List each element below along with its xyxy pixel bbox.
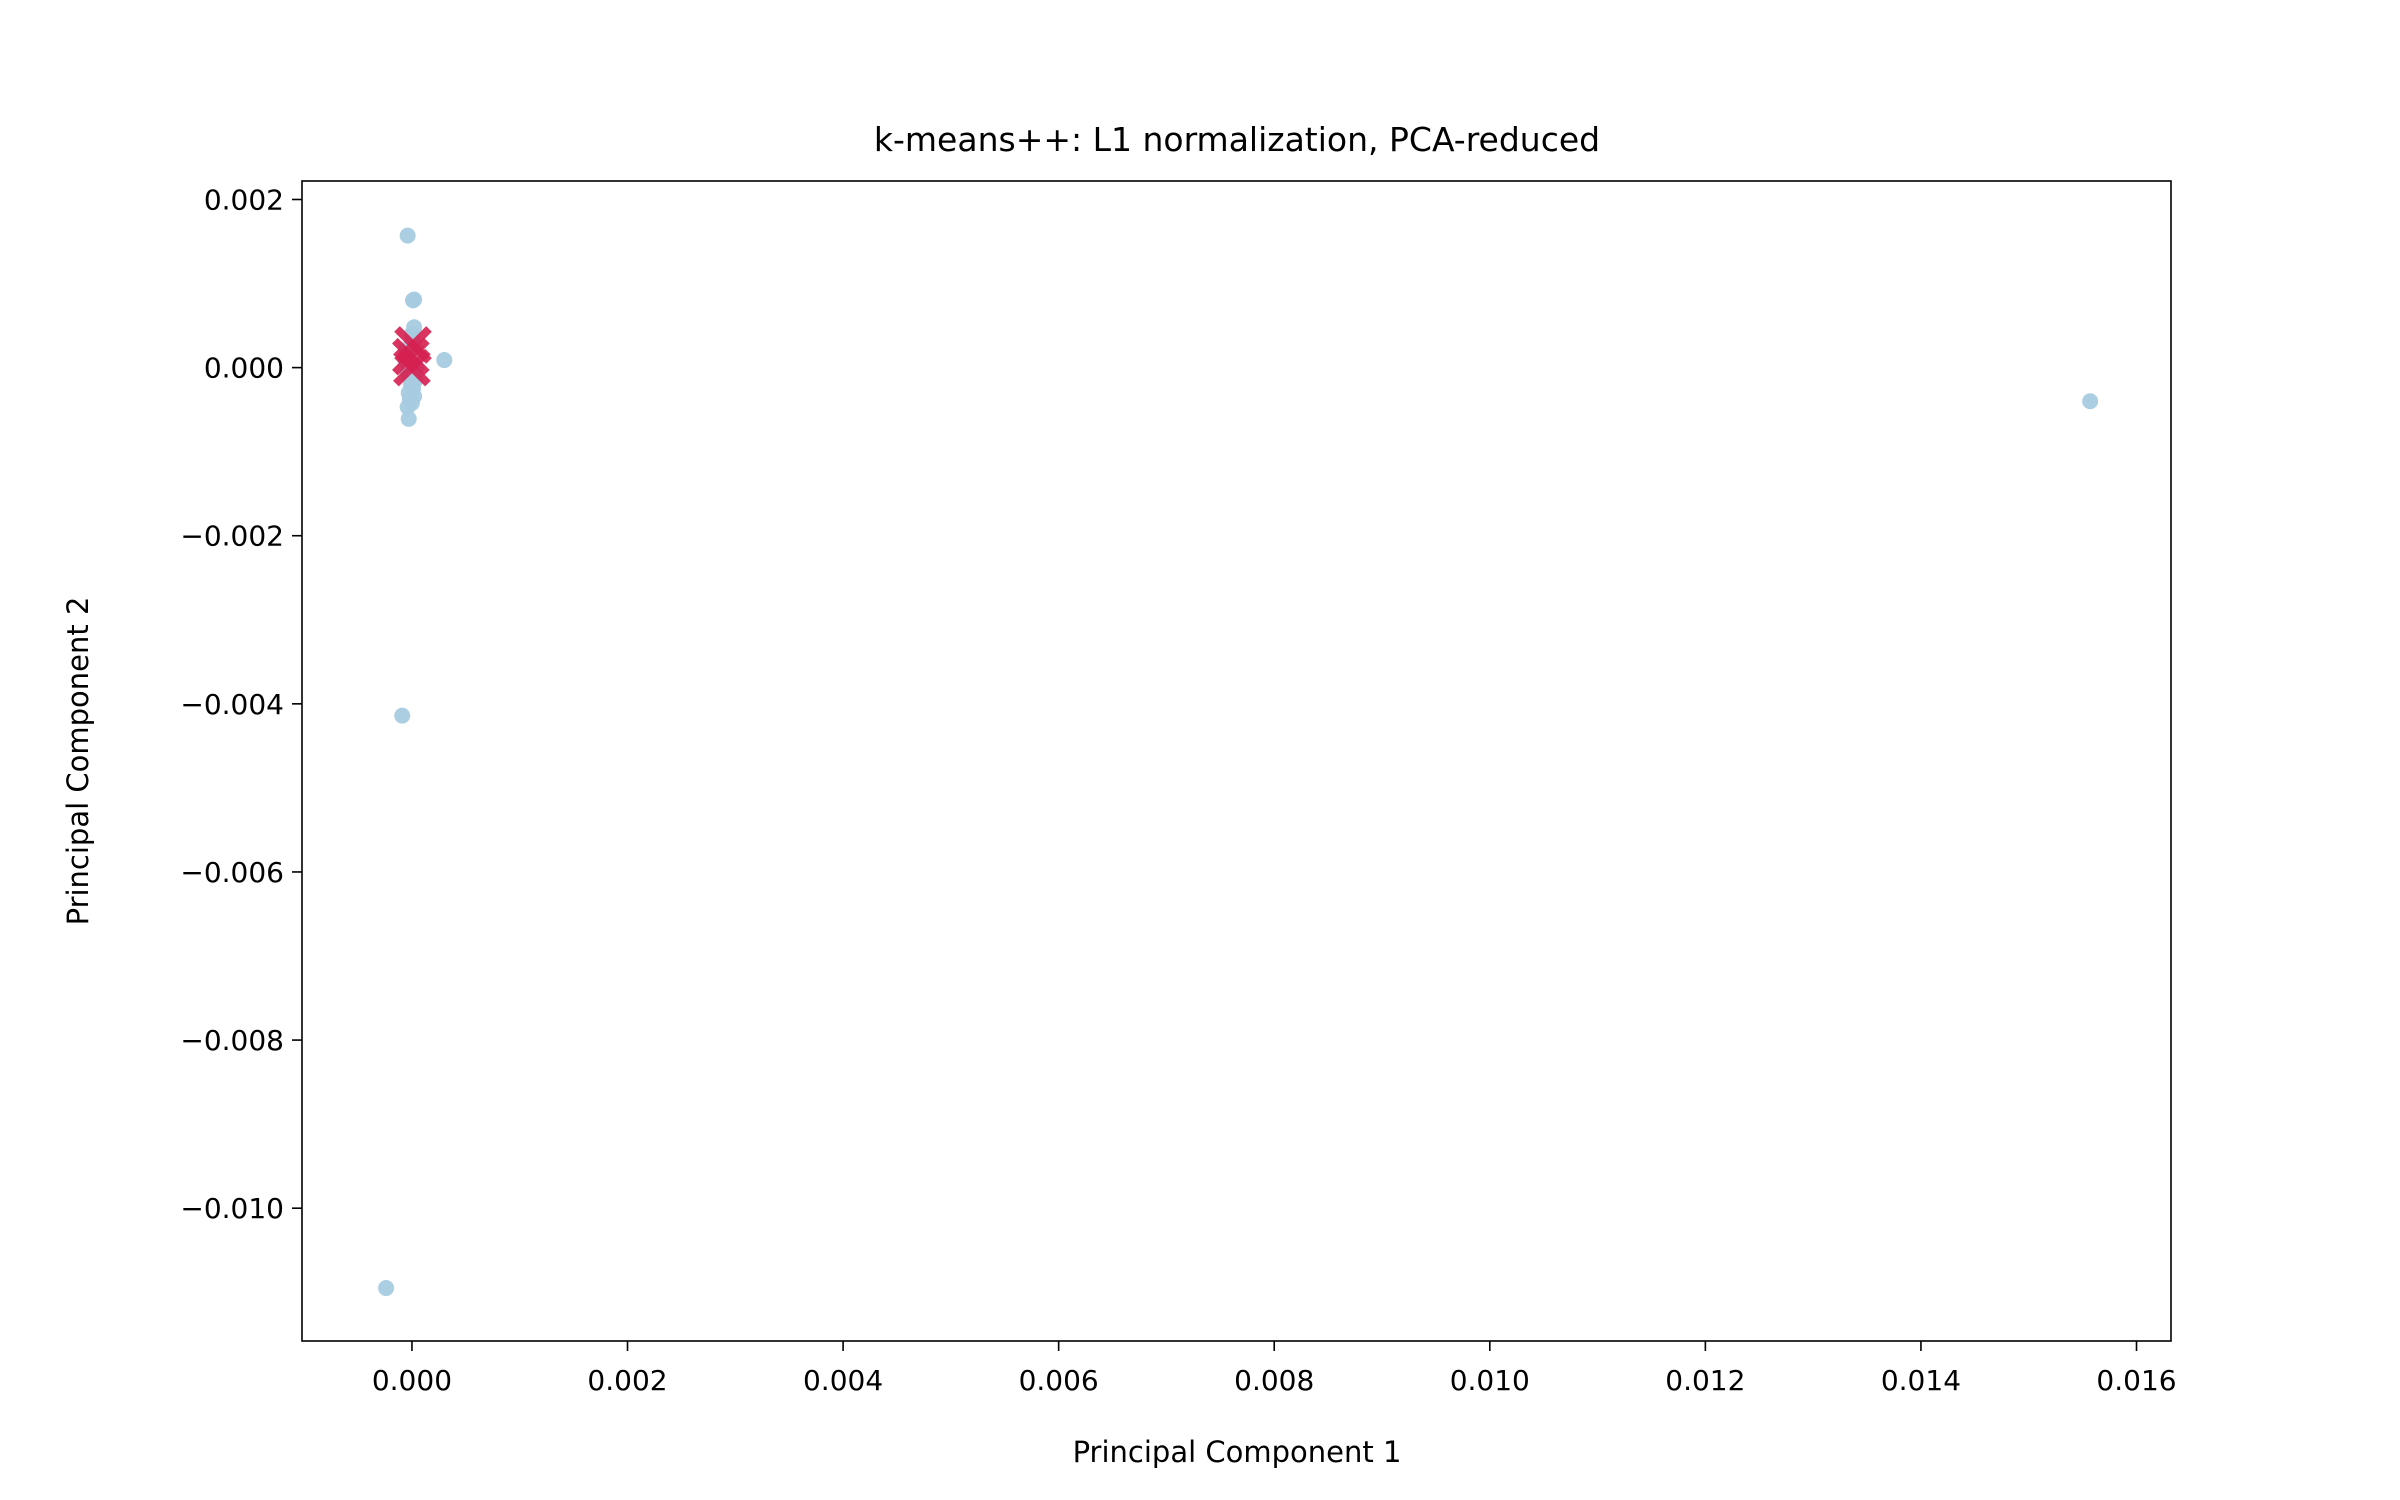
- centroid-marker: [392, 337, 430, 376]
- data-point: [394, 707, 411, 724]
- ticks-layer: 0.000 0.002 0.004 0.006 0.008 0.010 0.012 0.014…: [180, 183, 2176, 1397]
- y-tick-label: −0.002: [180, 520, 284, 553]
- data-point: [405, 292, 422, 309]
- x-tick-label: 0.006: [1019, 1364, 1099, 1397]
- y-tick-label: −0.006: [180, 856, 284, 889]
- x-tick-label: 0.000: [372, 1364, 452, 1397]
- data-point: [436, 352, 453, 369]
- data-point: [400, 410, 417, 427]
- data-point: [2082, 393, 2099, 410]
- x-tick-label: 0.004: [803, 1364, 883, 1397]
- points-layer: [378, 227, 2099, 1297]
- data-point: [399, 399, 416, 416]
- y-tick-label: 0.000: [204, 352, 284, 385]
- data-point: [399, 227, 416, 244]
- y-axis-label: Principal Component 2: [61, 597, 95, 926]
- plot-area-frame: [301, 180, 2172, 1342]
- data-point: [378, 1280, 395, 1297]
- x-tick-label: 0.014: [1881, 1364, 1961, 1397]
- y-tick-label: −0.010: [180, 1192, 284, 1225]
- x-tick-label: 0.010: [1450, 1364, 1530, 1397]
- x-tick-label: 0.002: [587, 1364, 667, 1397]
- y-tick-label: −0.008: [180, 1024, 284, 1057]
- y-tick-label: 0.002: [204, 183, 284, 216]
- y-tick-label: −0.004: [180, 688, 284, 721]
- x-tick-label: 0.008: [1234, 1364, 1314, 1397]
- x-tick-label: 0.012: [1665, 1364, 1745, 1397]
- x-tick-label: 0.016: [2096, 1364, 2176, 1397]
- x-axis-label: Principal Component 1: [1073, 1435, 1402, 1469]
- chart-title: k-means++: L1 normalization, PCA-reduced: [874, 120, 1600, 159]
- centroid-marker: [393, 348, 431, 387]
